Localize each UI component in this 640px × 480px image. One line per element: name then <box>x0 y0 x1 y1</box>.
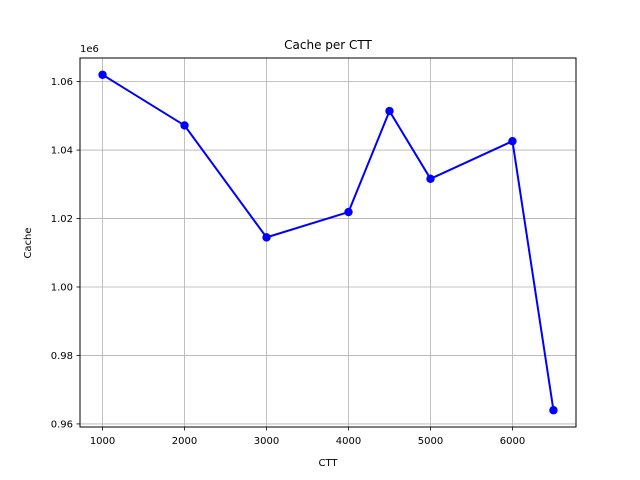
axis-ticks: 1000 2000 3000 4000 5000 6000 0.96 0.98 1.00 1.02… <box>51 77 525 447</box>
data-point <box>344 207 353 217</box>
x-axis-label: CTT <box>318 458 338 469</box>
data-point <box>385 106 394 116</box>
data-point <box>426 174 435 184</box>
x-tick-label: 6000 <box>500 436 525 447</box>
data-point <box>262 233 271 242</box>
data-point <box>508 136 517 146</box>
data-point <box>180 121 189 130</box>
y-tick-label: 1.04 <box>51 146 73 157</box>
x-tick-label: 1000 <box>90 436 115 447</box>
y-axis-label: Cache <box>23 227 34 258</box>
x-tick-label: 2000 <box>172 436 197 447</box>
y-tick-label: 0.98 <box>51 351 73 362</box>
y-tick-label: 1.00 <box>51 282 73 293</box>
data-point <box>549 406 558 415</box>
data-series <box>98 70 558 415</box>
y-tick-label: 1.06 <box>51 77 73 88</box>
grid <box>80 58 576 427</box>
x-tick-label: 3000 <box>254 436 279 447</box>
series-line <box>102 73 555 411</box>
plot-frame <box>79 57 577 428</box>
y-tick-label: 0.96 <box>51 419 73 430</box>
chart-title: Cache per CTT <box>284 38 372 52</box>
x-tick-label: 5000 <box>418 436 443 447</box>
x-tick-label: 4000 <box>336 436 361 447</box>
y-tick-label: 1.02 <box>51 214 73 225</box>
data-point <box>98 70 107 79</box>
y-axis-offset-label: 1e6 <box>80 44 99 55</box>
